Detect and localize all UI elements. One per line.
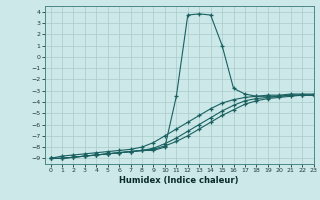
X-axis label: Humidex (Indice chaleur): Humidex (Indice chaleur) <box>119 176 239 185</box>
